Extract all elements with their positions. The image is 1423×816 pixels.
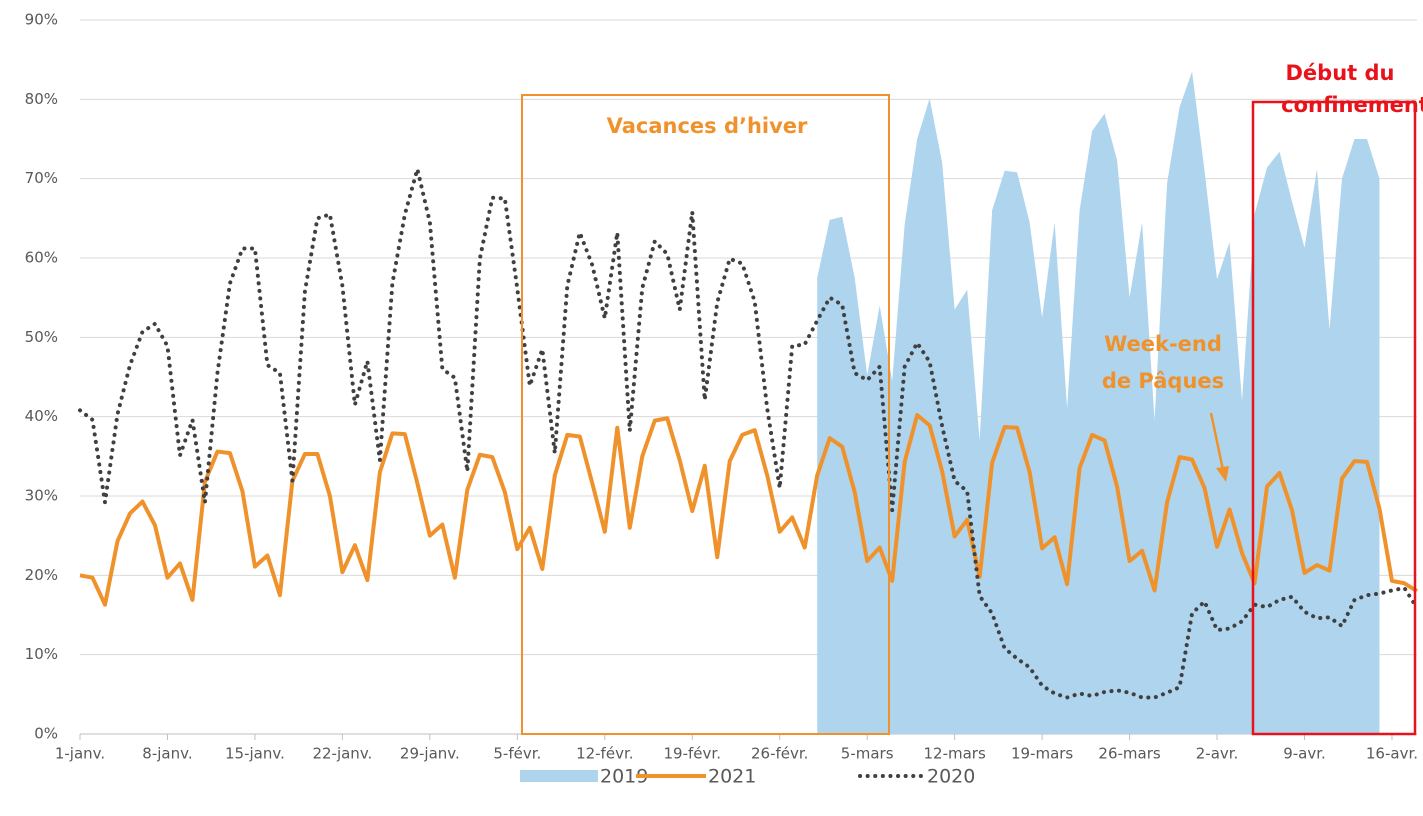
annotation: Week-end — [1104, 332, 1222, 356]
legend-label: 2021 — [708, 766, 756, 788]
x-tick-label: 1-janv. — [55, 745, 105, 763]
x-tick-label: 15-janv. — [225, 745, 285, 763]
y-tick-label: 80% — [25, 90, 58, 108]
y-tick-label: 10% — [25, 645, 58, 663]
x-tick-label: 2-avr. — [1196, 745, 1239, 763]
winter-holiday-box — [521, 94, 890, 735]
lockdown-box — [1251, 100, 1417, 736]
y-tick-label: 30% — [25, 487, 58, 505]
legend-label: 2020 — [927, 766, 975, 788]
y-tick-label: 70% — [25, 169, 58, 187]
x-tick-label: 19-mars — [1011, 745, 1073, 763]
x-tick-label: 29-janv. — [400, 745, 460, 763]
annotation: de Pâques — [1102, 369, 1224, 393]
y-tick-label: 40% — [25, 407, 58, 425]
y-tick-label: 0% — [34, 725, 58, 743]
y-tick-label: 50% — [25, 328, 58, 346]
x-tick-label: 16-avr. — [1366, 745, 1418, 763]
x-tick-label: 8-janv. — [142, 745, 192, 763]
annotation: Vacances d’hiver — [607, 114, 808, 138]
y-tick-label: 90% — [25, 11, 58, 29]
legend-label: 2019 — [600, 766, 648, 788]
x-tick-label: 5-févr. — [493, 745, 541, 763]
annotation: Début du — [1286, 61, 1395, 85]
y-tick-label: 60% — [25, 249, 58, 267]
y-tick-label: 20% — [25, 566, 58, 584]
x-tick-label: 9-avr. — [1283, 745, 1326, 763]
arrow — [1209, 412, 1229, 482]
x-tick-label: 12-mars — [924, 745, 986, 763]
x-tick-label: 5-mars — [841, 745, 894, 763]
line — [79, 413, 1419, 607]
dotted-line — [78, 167, 1419, 700]
arrow-line — [1209, 412, 1225, 471]
x-tick-label: 19-févr. — [664, 745, 721, 763]
x-tick-label: 22-janv. — [312, 745, 372, 763]
x-tick-label: 26-mars — [1098, 745, 1160, 763]
arrow-head — [1216, 466, 1229, 482]
x-tick-label: 12-févr. — [576, 745, 633, 763]
area — [817, 71, 1380, 735]
x-tick-label: 26-févr. — [751, 745, 808, 763]
annotation: confinement — [1281, 93, 1423, 117]
legend-swatch — [520, 770, 598, 782]
